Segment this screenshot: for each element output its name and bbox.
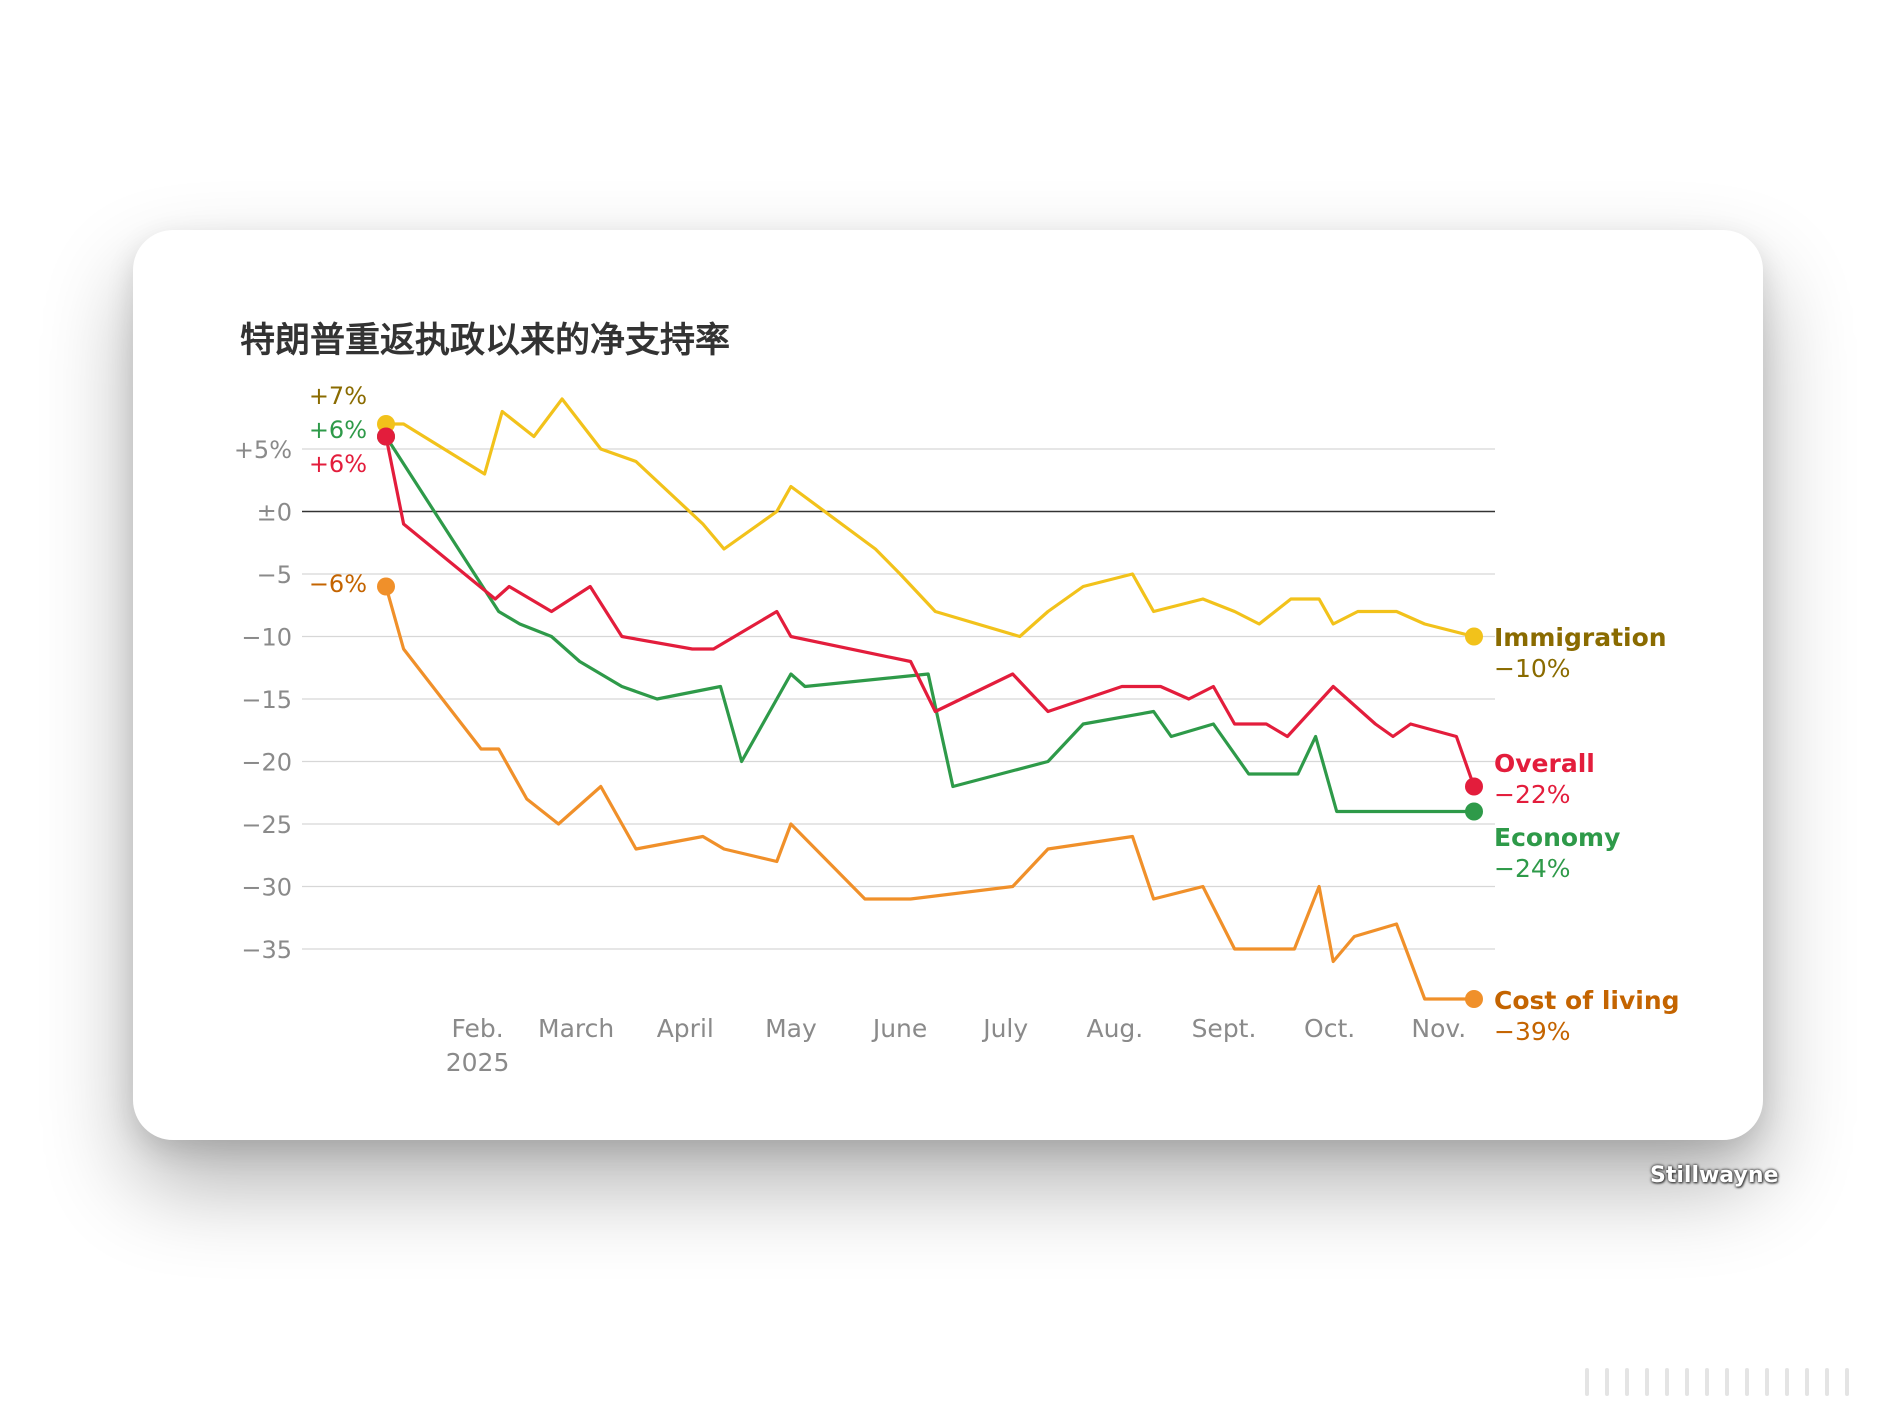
end-label-name-cost-of-living: Cost of living	[1494, 986, 1680, 1015]
series-line-cost-of-living	[384, 584, 1476, 1001]
y-tick-label: −25	[241, 811, 292, 839]
end-label-value-immigration: −10%	[1494, 654, 1571, 683]
scrollbar-segment	[1805, 1368, 1809, 1396]
start-marker-cost-of-living	[377, 577, 395, 596]
start-label-cost-of-living: −6%	[309, 570, 367, 598]
x-tick-label: Nov.	[1411, 1014, 1466, 1043]
series-line-overall	[384, 434, 1476, 789]
x-tick-label: Aug.	[1086, 1014, 1143, 1043]
y-tick-label: −10	[241, 624, 292, 652]
x-tick-label: March	[538, 1014, 614, 1043]
y-tick-label: −15	[241, 686, 292, 714]
start-label-economy: +6%	[309, 416, 367, 444]
scrollbar-segment	[1785, 1368, 1789, 1396]
start-label-immigration: +7%	[309, 382, 367, 410]
end-marker-overall	[1465, 777, 1483, 796]
x-tick-label: Sept.	[1192, 1014, 1257, 1043]
end-marker-cost-of-living	[1465, 990, 1483, 1008]
end-label-value-economy: −24%	[1494, 854, 1571, 883]
y-axis: +5% ±0 −5 −10 −15 −20 −25 −30 −35	[234, 436, 292, 964]
x-tick-label: June	[871, 1014, 927, 1043]
series-line-economy	[384, 434, 1476, 814]
end-label-name-economy: Economy	[1494, 823, 1620, 852]
scrollbar-segment	[1745, 1368, 1749, 1396]
series-labels: +7% +6% +6% −6% Immigration−10% Overall−22% Ec…	[309, 382, 1680, 1046]
end-marker-immigration	[1465, 627, 1483, 646]
end-label-name-immigration: Immigration	[1494, 623, 1667, 652]
scrollbar-segment	[1765, 1368, 1769, 1396]
chart-card	[133, 230, 1763, 1140]
x-axis: Feb. 2025 March April May June July Aug. Sept. Oc…	[446, 1014, 1466, 1077]
scrollbar-segment	[1685, 1368, 1689, 1396]
scrollbar-segment	[1645, 1368, 1649, 1396]
x-tick-label: July	[981, 1014, 1028, 1043]
y-tick-label: −35	[241, 936, 292, 964]
scrollbar-segment	[1725, 1368, 1729, 1396]
end-label-value-cost-of-living: −39%	[1494, 1017, 1571, 1046]
y-tick-label: −20	[241, 749, 292, 777]
x-tick-label: May	[765, 1014, 817, 1043]
horizontal-scrollbar[interactable]	[1585, 1368, 1875, 1396]
x-tick-label: April	[657, 1014, 714, 1043]
scrollbar-segment	[1845, 1368, 1849, 1396]
start-marker-overall	[377, 427, 395, 446]
x-tick-label: Oct.	[1304, 1014, 1355, 1043]
start-label-overall: +6%	[309, 450, 367, 478]
end-label-value-overall: −22%	[1494, 780, 1571, 809]
chart-title: 特朗普重返执政以来的净支持率	[240, 321, 731, 361]
watermark: Stillwayne	[1650, 1163, 1779, 1188]
y-tick-label: ±0	[257, 499, 292, 527]
series-lines	[377, 397, 1483, 1008]
scrollbar-segment	[1825, 1368, 1829, 1396]
scrollbar-segment	[1625, 1368, 1629, 1396]
x-tick-year-label: 2025	[446, 1048, 510, 1077]
scrollbar-segment	[1705, 1368, 1709, 1396]
scrollbar-segment	[1585, 1368, 1589, 1396]
y-tick-label: +5%	[234, 436, 292, 464]
series-line-immigration	[384, 397, 1476, 639]
start-marker-immigration	[377, 415, 395, 433]
end-marker-economy	[1465, 802, 1483, 821]
scrollbar-segment	[1665, 1368, 1669, 1396]
x-tick-label: Feb.	[451, 1014, 503, 1043]
end-label-name-overall: Overall	[1494, 749, 1595, 778]
y-tick-label: −30	[241, 874, 292, 902]
grid-lines	[302, 448, 1495, 950]
y-tick-label: −5	[257, 561, 292, 589]
scrollbar-segment	[1605, 1368, 1609, 1396]
